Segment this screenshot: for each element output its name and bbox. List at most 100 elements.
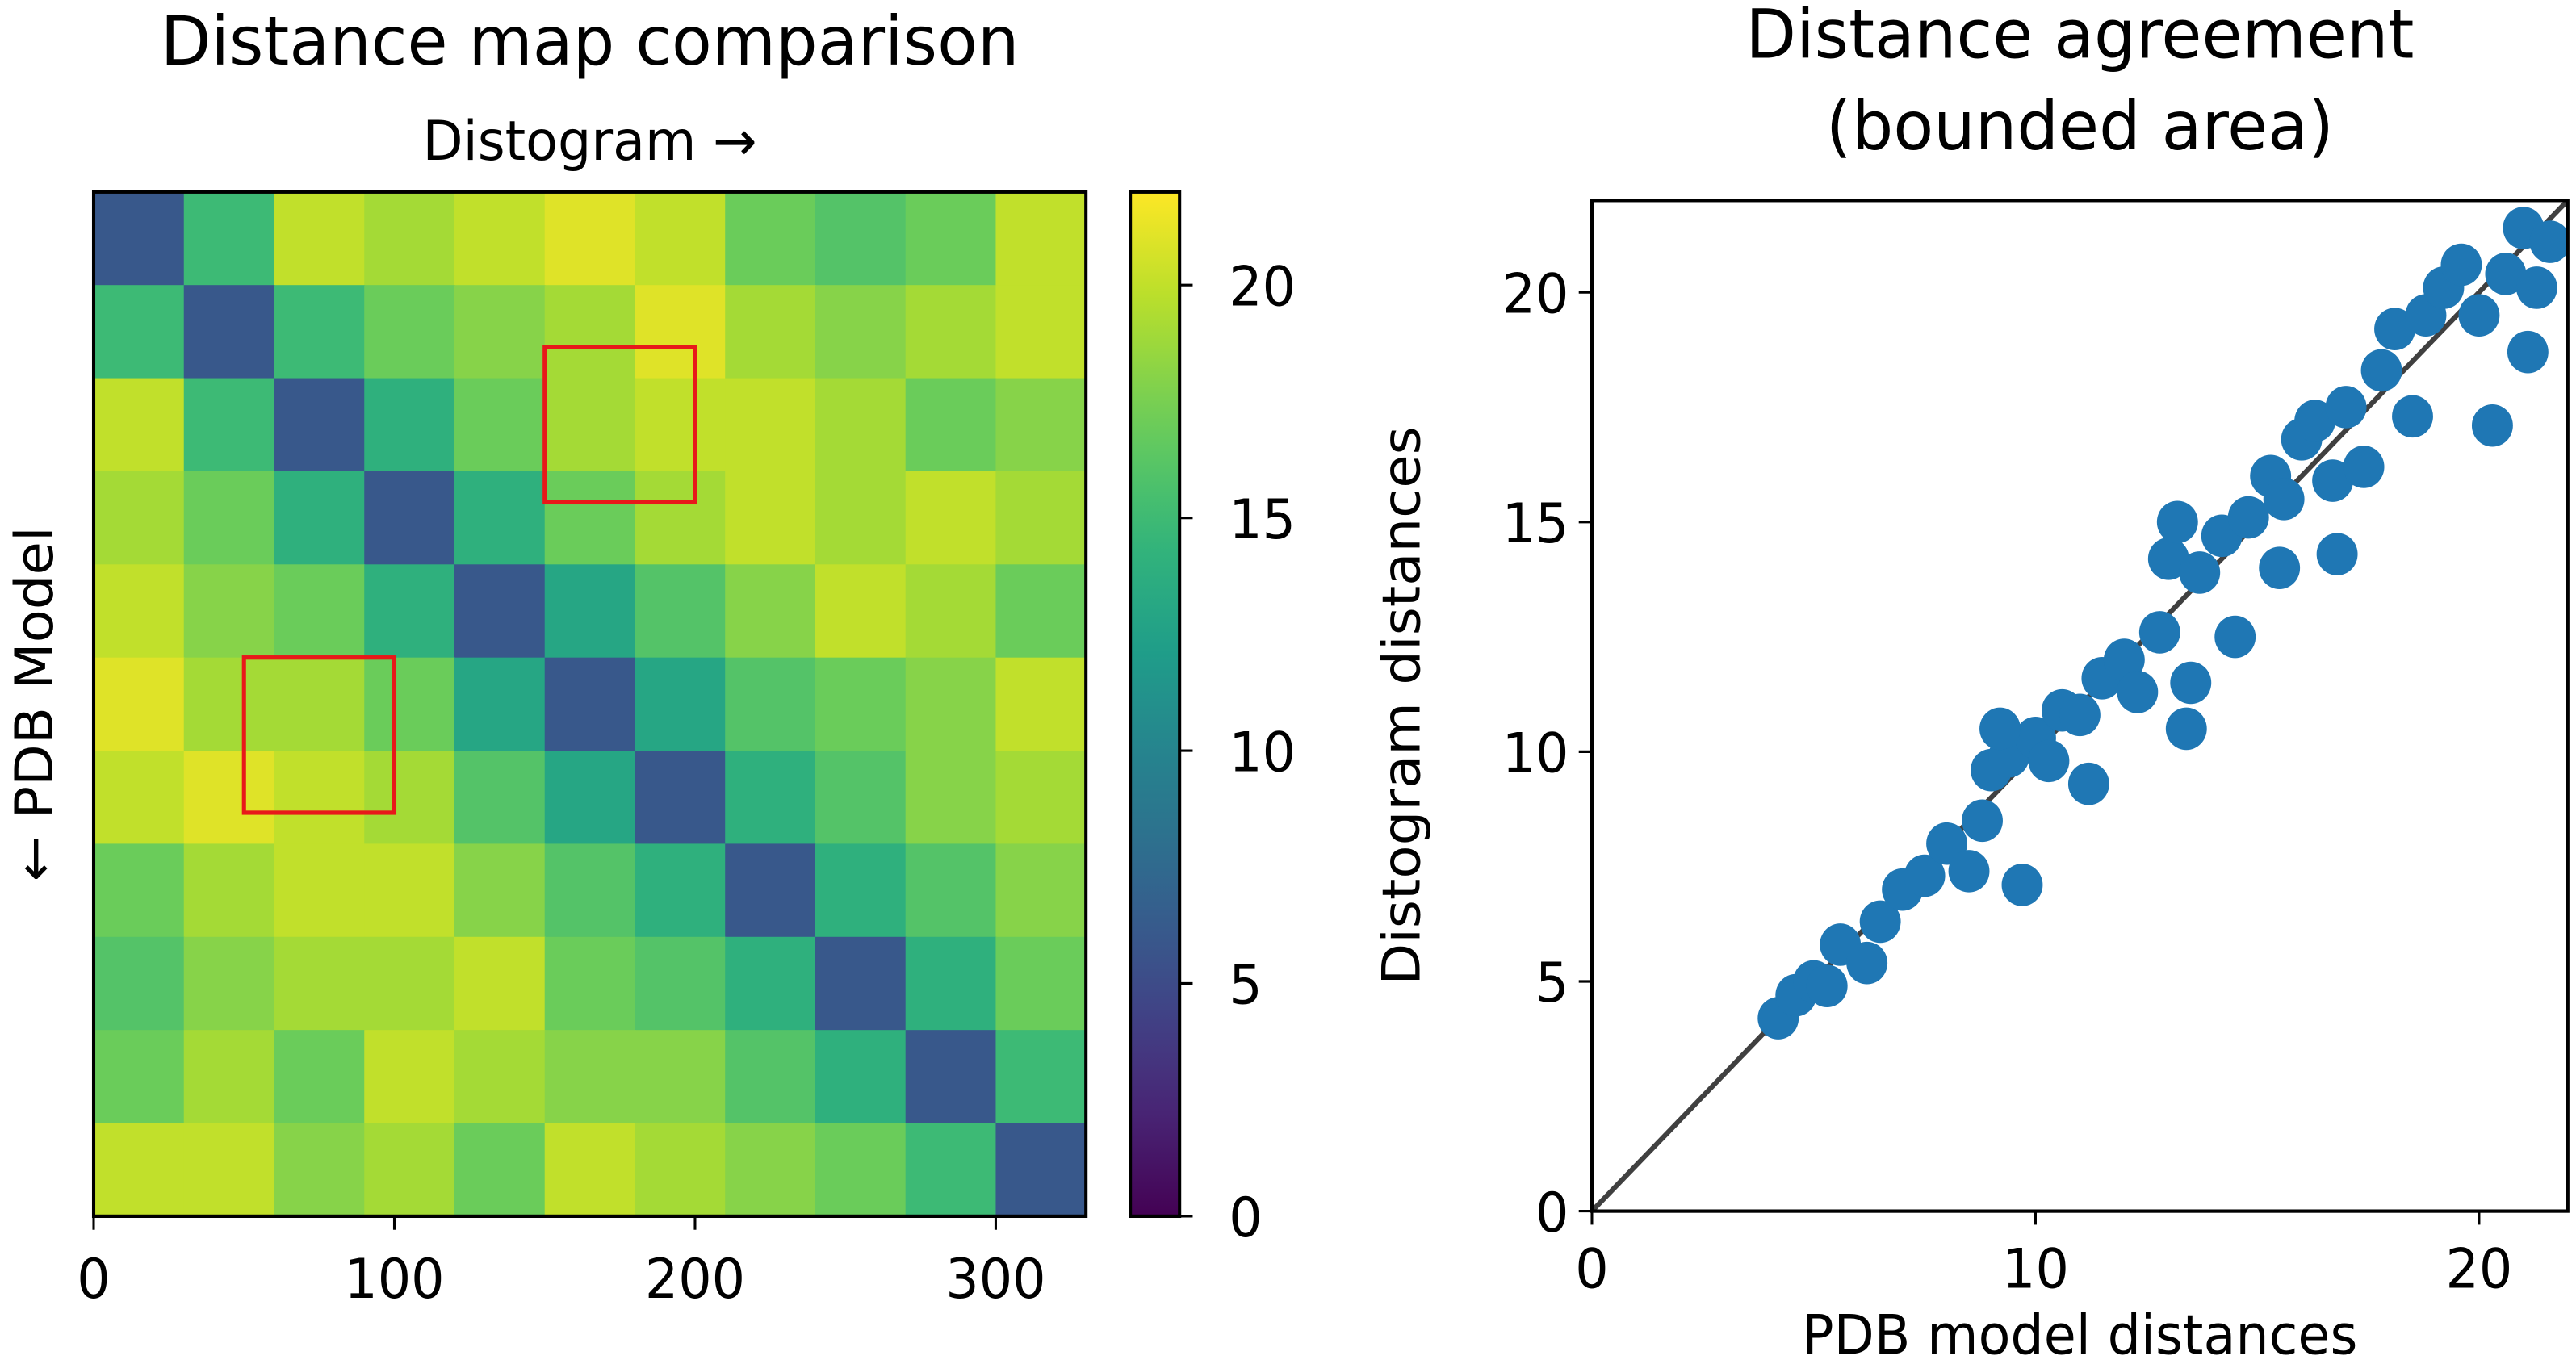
heatmap-cell <box>183 1030 275 1124</box>
scatter-point <box>2117 671 2159 713</box>
heatmap-cell <box>544 564 636 659</box>
heatmap-cell <box>544 843 636 938</box>
heatmap-cell <box>454 657 546 752</box>
heatmap-cell <box>454 1030 546 1124</box>
heatmap-cell <box>274 751 366 845</box>
heatmap-cell <box>635 564 727 659</box>
heatmap-cell <box>93 936 185 1031</box>
heatmap-cell <box>725 751 816 845</box>
chart-title: Distance agreement <box>1745 0 2414 74</box>
scatter-point <box>1948 850 1990 893</box>
y-axis-label: ← PDB Model <box>4 526 65 881</box>
y-tick-label: 5 <box>1535 952 1569 1015</box>
heatmap-cell <box>274 564 366 659</box>
heatmap-cell <box>93 843 185 938</box>
heatmap-cell <box>995 936 1087 1031</box>
heatmap-cell <box>274 1123 366 1217</box>
heatmap-cell <box>93 1123 185 1217</box>
heatmap-cell <box>635 1030 727 1124</box>
heatmap-cell <box>544 285 636 379</box>
scatter-point <box>1846 941 1888 985</box>
heatmap-cell <box>93 191 185 287</box>
x-tick-label: 10 <box>2002 1237 2069 1300</box>
heatmap-cell <box>905 285 997 379</box>
scatter-point <box>2170 661 2212 705</box>
heatmap-cell <box>454 564 546 659</box>
heatmap-cell <box>93 285 185 379</box>
heatmap-cell <box>183 751 275 845</box>
heatmap-cell <box>635 285 727 379</box>
heatmap-cell <box>274 1030 366 1124</box>
heatmap-cell <box>364 657 455 752</box>
heatmap-cell <box>544 378 636 472</box>
heatmap-cell <box>183 471 275 566</box>
heatmap-cell <box>274 936 366 1031</box>
scatter-point <box>2165 707 2207 751</box>
heatmap-cell <box>274 471 366 566</box>
heatmap-cell <box>635 751 727 845</box>
heatmap-cell <box>183 1123 275 1217</box>
heatmap-cell <box>454 191 546 287</box>
scatter-point <box>2312 459 2354 502</box>
scatter-point <box>2138 611 2180 654</box>
heatmap-cell <box>725 285 816 379</box>
heatmap-cell <box>183 285 275 379</box>
plot-area <box>1591 200 2568 1211</box>
heatmap-cell <box>905 1123 997 1217</box>
colorbar-tick-label: 0 <box>1229 1186 1262 1249</box>
heatmap-cell <box>183 378 275 472</box>
heatmap-cell <box>635 191 727 287</box>
heatmap-cell <box>364 843 455 938</box>
heatmap-cell <box>905 657 997 752</box>
colorbar-tick-label: 10 <box>1229 721 1296 784</box>
heatmap-cell <box>454 936 546 1031</box>
heatmap-cell <box>635 1123 727 1217</box>
heatmap-cell <box>544 1030 636 1124</box>
heatmap-cell <box>725 1030 816 1124</box>
heatmap-cell <box>905 936 997 1031</box>
heatmap-cell <box>725 564 816 659</box>
heatmap-cell <box>183 564 275 659</box>
heatmap-cell <box>454 285 546 379</box>
scatter-point <box>2360 349 2402 392</box>
heatmap-cell <box>544 936 636 1031</box>
axes-frame <box>1590 199 2570 1213</box>
heatmap-cell <box>905 378 997 472</box>
heatmap-cell <box>905 751 997 845</box>
heatmap-cell <box>454 471 546 566</box>
scatter-point <box>2263 478 2305 521</box>
heatmap-cell <box>364 378 455 472</box>
scatter-point <box>2515 266 2557 309</box>
scatter-point <box>2179 551 2221 594</box>
heatmap-cell <box>815 1030 907 1124</box>
colorbar-tick-label: 15 <box>1229 488 1296 551</box>
heatmap-cell <box>725 471 816 566</box>
scatter-point <box>2392 395 2433 438</box>
scatter-point <box>2294 400 2336 442</box>
heatmap-cell <box>905 191 997 287</box>
heatmap-cell <box>364 1123 455 1217</box>
heatmap-cell <box>995 471 1087 566</box>
scatter-point <box>2440 243 2482 287</box>
x-tick-label: 0 <box>1575 1237 1608 1300</box>
heatmap-cell <box>815 1123 907 1217</box>
heatmap-cell <box>995 1123 1087 1217</box>
heatmap-cell <box>93 657 185 752</box>
scatter-point <box>2156 500 2198 544</box>
heatmap-cell <box>364 471 455 566</box>
scatter-point <box>2458 294 2500 337</box>
heatmap-cell <box>995 657 1087 752</box>
heatmap-cell <box>905 564 997 659</box>
heatmap-cell <box>93 1030 185 1124</box>
x-tick-label: 100 <box>344 1248 444 1311</box>
heatmap-cell <box>454 378 546 472</box>
heatmap-cell <box>183 843 275 938</box>
scatter-point <box>2259 546 2301 590</box>
heatmap-cell <box>995 1030 1087 1124</box>
scatter-point <box>2227 496 2269 539</box>
scatter-point <box>1859 900 1901 944</box>
heatmap-cell <box>364 285 455 379</box>
heatmap-cell <box>725 936 816 1031</box>
scatter-point <box>1962 799 2003 843</box>
